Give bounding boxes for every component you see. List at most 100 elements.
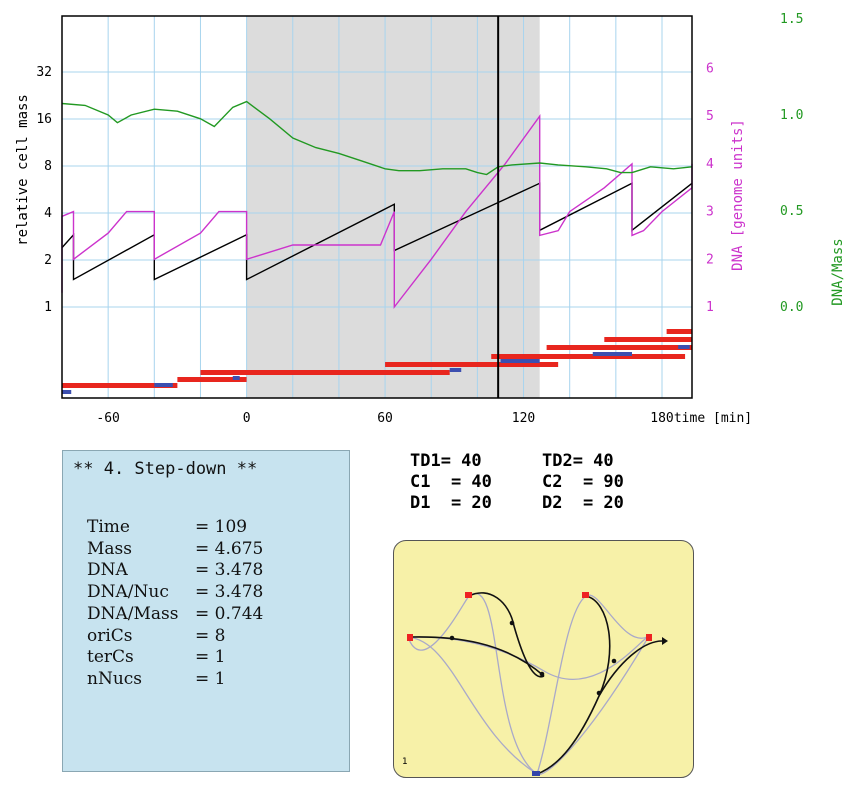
dna-tick-label: 5 — [706, 109, 714, 124]
dna-axis-label: DNA [genome units] — [730, 119, 746, 271]
dna-mass-tick-label: 0.5 — [780, 204, 803, 219]
info-row: Mass = 4.675 — [87, 539, 263, 561]
info-value: 0.744 — [214, 603, 264, 624]
red-replication-bar — [666, 329, 692, 334]
info-rows: Time = 109 Mass = 4.675 DNA = 3.478 DNA/Nuc = 3… — [87, 517, 263, 691]
info-equals: = — [195, 603, 215, 624]
red-replication-bar — [546, 345, 692, 350]
info-value: 1 — [214, 647, 226, 668]
info-equals: = — [195, 560, 215, 581]
blue-replication-bar — [678, 345, 690, 349]
x-tick-labels: -60 0 60 120 180 — [96, 411, 673, 426]
replication-graph: 1 — [393, 540, 694, 778]
blue-replication-bar — [500, 359, 540, 363]
left-tick-label: 1 — [44, 300, 52, 315]
dna-mass-tick-label: 1.0 — [780, 108, 803, 123]
origin-node-3 — [407, 634, 413, 641]
info-equals: = — [195, 517, 215, 537]
param-left: D1 = 20 — [410, 493, 492, 513]
param-left: C1 = 40 — [410, 472, 492, 492]
info-label: oriCs — [87, 625, 133, 646]
info-label: DNA — [87, 560, 128, 581]
x-tick-label: -60 — [96, 411, 119, 426]
param-right: C2 = 90 — [542, 472, 624, 492]
info-value: 3.478 — [214, 582, 264, 603]
fork-dot-3 — [596, 690, 602, 696]
blue-replication-bar — [592, 352, 632, 356]
dna-tick-label: 3 — [706, 205, 714, 220]
replication-bars — [62, 329, 692, 394]
dna-tick-labels: 1 2 3 4 5 6 — [706, 62, 714, 316]
x-tick-label: 120 — [512, 411, 535, 426]
dna-mass-tick-label: 1.5 — [780, 12, 803, 27]
param-row: D1 = 20 D2 = 20 — [410, 493, 624, 514]
fork-dot-2 — [539, 671, 545, 677]
info-value: 4.675 — [214, 538, 264, 559]
grey-top-left — [407, 592, 538, 775]
info-row: DNA/Nuc = 3.478 — [87, 582, 263, 604]
info-row: Time = 109 — [87, 517, 263, 539]
info-equals: = — [195, 582, 215, 603]
info-label: terCs — [87, 647, 134, 668]
red-replication-bar — [491, 354, 686, 359]
nodes — [407, 592, 668, 776]
origin-node-4 — [646, 634, 652, 641]
param-left: TD1= 40 — [410, 451, 482, 471]
blue-replication-bar — [154, 383, 173, 387]
param-row: C1 = 40 C2 = 90 — [410, 472, 624, 493]
info-row: DNA = 3.478 — [87, 560, 263, 582]
terminus-node — [532, 771, 540, 776]
grey-right-lobe — [407, 635, 650, 776]
series-right_2 — [61, 100, 693, 176]
black-curves — [409, 592, 663, 775]
info-label: nNucs — [87, 668, 143, 689]
info-value: 1 — [214, 668, 226, 689]
graph-label: 1 — [402, 757, 408, 767]
gridlines — [61, 16, 692, 398]
dna-tick-label: 2 — [706, 252, 714, 267]
grey-left-lobe — [407, 635, 650, 680]
x-tick-label: 180 — [650, 411, 673, 426]
red-replication-bar — [177, 377, 247, 382]
info-row: oriCs = 8 — [87, 626, 263, 648]
origin-node-2 — [582, 592, 589, 598]
data-series — [61, 100, 693, 310]
replication-graph-svg — [407, 592, 668, 776]
info-equals: = — [195, 668, 215, 689]
black-right — [598, 640, 663, 697]
params-block: TD1= 40 TD2= 40 C1 = 40 C2 = 90 D1 = 20 D2 = … — [410, 451, 624, 514]
info-label: Mass — [87, 538, 132, 559]
param-right: TD2= 40 — [542, 451, 614, 471]
dna-tick-label: 4 — [706, 157, 714, 172]
info-equals: = — [195, 625, 215, 646]
info-equals: = — [195, 538, 215, 559]
info-value: 3.478 — [214, 560, 264, 581]
left-tick-labels: 1 2 4 8 16 32 — [36, 65, 52, 315]
info-label: DNA/Mass — [87, 603, 179, 624]
plot-frame — [61, 15, 693, 399]
left-tick-label: 16 — [36, 112, 52, 127]
black-left — [409, 636, 545, 677]
series-left — [61, 182, 693, 281]
origin-node-1 — [465, 592, 472, 598]
left-tick-label: 4 — [44, 206, 52, 221]
red-replication-bar — [200, 370, 450, 375]
left-tick-label: 2 — [44, 253, 52, 268]
info-value: 8 — [214, 625, 226, 646]
info-row: DNA/Mass = 0.744 — [87, 604, 263, 626]
left-tick-label: 8 — [44, 159, 52, 174]
red-replication-bar — [604, 337, 692, 342]
dna-tick-label: 1 — [706, 300, 714, 315]
left-tick-label: 32 — [36, 65, 52, 80]
blue-replication-bar — [232, 376, 240, 380]
dna-mass-tick-labels: 0.0 0.5 1.0 1.5 — [780, 12, 803, 315]
info-title: ** 4. Step-down ** — [73, 459, 258, 479]
info-value: 109 — [214, 517, 248, 537]
x-tick-label: 60 — [377, 411, 393, 426]
dna-tick-label: 6 — [706, 62, 714, 77]
blue-replication-bar — [449, 368, 462, 372]
arrow-head — [662, 637, 668, 645]
param-right: D2 = 20 — [542, 493, 624, 513]
fork-dot-5 — [611, 658, 617, 664]
